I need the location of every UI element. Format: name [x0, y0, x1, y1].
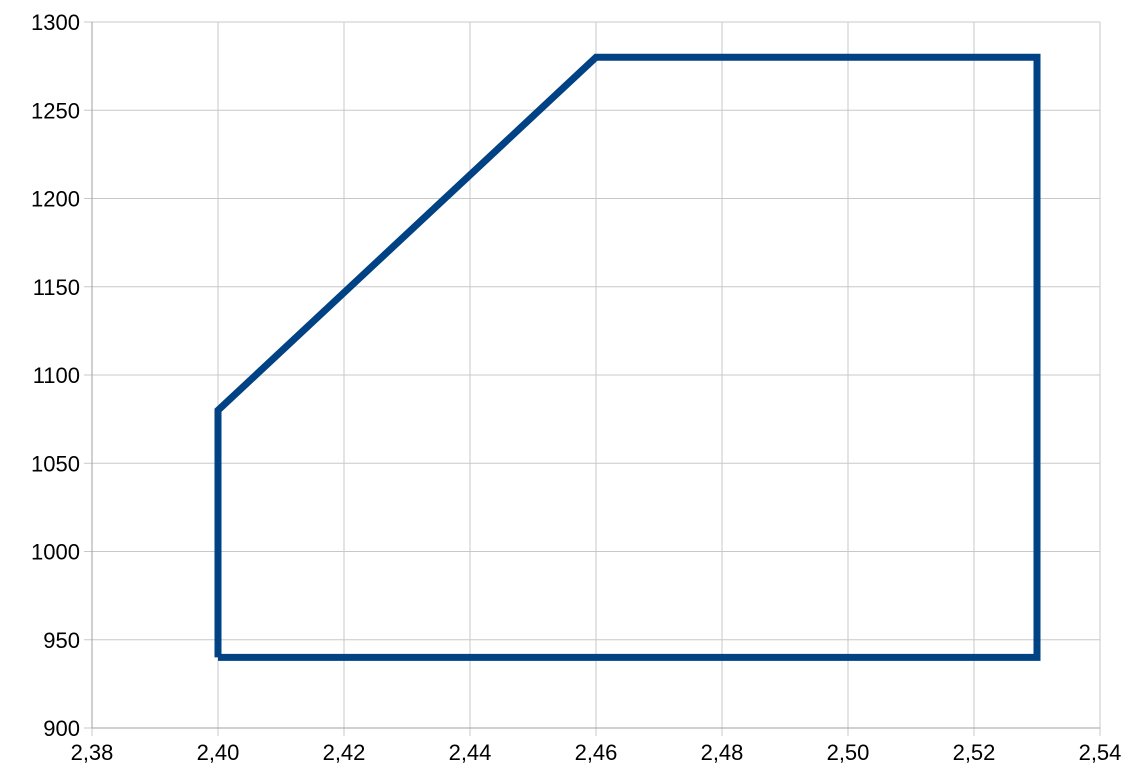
x-tick-label: 2,38 [71, 740, 114, 765]
y-tick-labels: 900 950 1000 1050 1100 1150 1200 1250 1300 [31, 10, 80, 741]
x-tick-label: 2,48 [701, 740, 744, 765]
x-tick-label: 2,54 [1079, 740, 1122, 765]
x-tick-label: 2,52 [953, 740, 996, 765]
x-tick-labels: 2,38 2,40 2,42 2,44 2,46 2,48 2,50 2,52 2,54 [71, 740, 1122, 765]
y-tick-label: 1200 [31, 187, 80, 212]
y-tick-label: 900 [43, 716, 80, 741]
x-tick-label: 2,50 [827, 740, 870, 765]
x-tick-label: 2,42 [323, 740, 366, 765]
y-tick-label: 950 [43, 628, 80, 653]
series-layer [214, 53, 1041, 661]
y-tick-label: 1100 [33, 363, 80, 388]
grid [84, 21, 1101, 736]
y-tick-label: 1250 [31, 98, 80, 123]
x-tick-label: 2,40 [197, 740, 240, 765]
y-tick-label: 1150 [33, 275, 80, 300]
y-tick-label: 1050 [31, 451, 80, 476]
x-tick-label: 2,46 [575, 740, 618, 765]
y-tick-label: 1000 [31, 540, 80, 565]
y-tick-label: 1300 [31, 10, 80, 35]
series-line [214, 53, 1041, 661]
axes [91, 22, 1100, 729]
x-tick-label: 2,44 [449, 740, 492, 765]
